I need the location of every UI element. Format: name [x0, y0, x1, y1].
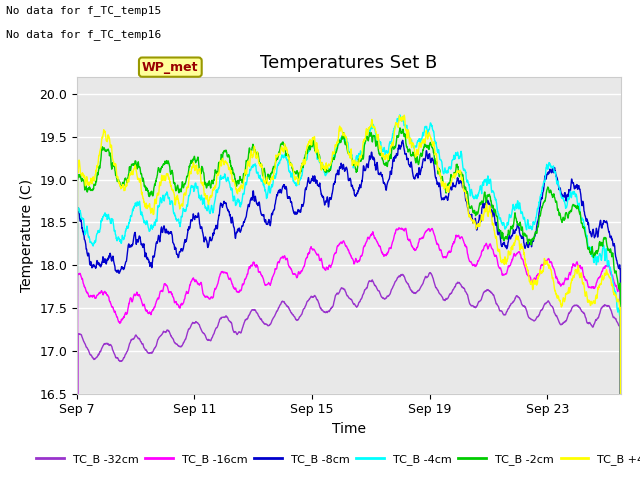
Y-axis label: Temperature (C): Temperature (C): [20, 179, 34, 292]
Text: No data for f_TC_temp15: No data for f_TC_temp15: [6, 5, 162, 16]
X-axis label: Time: Time: [332, 422, 366, 436]
Legend: TC_B -32cm, TC_B -16cm, TC_B -8cm, TC_B -4cm, TC_B -2cm, TC_B +4cm: TC_B -32cm, TC_B -16cm, TC_B -8cm, TC_B …: [32, 450, 640, 469]
Text: WP_met: WP_met: [142, 60, 198, 73]
Title: Temperatures Set B: Temperatures Set B: [260, 54, 437, 72]
Text: No data for f_TC_temp16: No data for f_TC_temp16: [6, 29, 162, 40]
